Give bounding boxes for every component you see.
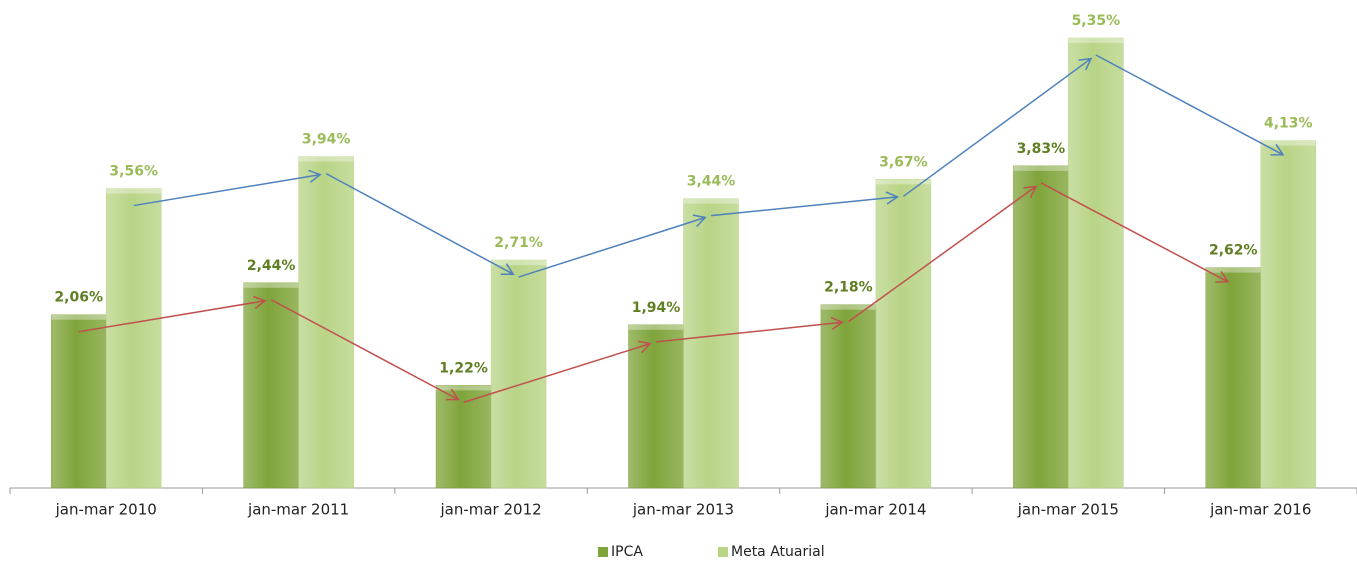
value-label: 1,94%: [632, 300, 681, 316]
bar-cap: [1260, 140, 1316, 146]
x-tick-label: jan-mar 2013: [632, 501, 734, 519]
bar: [1205, 267, 1262, 489]
trend-arrow: [847, 185, 1038, 323]
legend-swatch: [718, 547, 728, 557]
bar-cap: [683, 198, 739, 204]
x-tick-label: jan-mar 2011: [247, 501, 349, 519]
value-label: 3,56%: [109, 164, 158, 180]
trend-arrow: [518, 214, 707, 278]
x-tick-label: jan-mar 2016: [1209, 501, 1311, 519]
x-tick-label: jan-mar 2012: [439, 501, 541, 519]
value-label: 2,62%: [1209, 243, 1258, 259]
trend-arrow: [710, 191, 900, 217]
bar-cap: [1205, 267, 1261, 273]
legend-swatch: [598, 547, 608, 557]
trend-arrow: [133, 169, 322, 207]
value-label: 2,44%: [247, 258, 296, 274]
bar-cap: [1013, 165, 1069, 171]
bar-cap: [243, 282, 299, 288]
bar: [1013, 165, 1069, 489]
legend-label: IPCA: [611, 544, 643, 560]
trend-arrow: [325, 172, 515, 276]
trend-arrow: [270, 299, 460, 401]
trend-arrow: [655, 316, 845, 343]
bar-cap: [1068, 38, 1124, 43]
bar: [298, 156, 354, 489]
x-tick-label: jan-mar 2010: [55, 501, 157, 519]
value-label: 2,71%: [494, 235, 543, 251]
bar: [50, 314, 107, 489]
bar: [435, 385, 492, 489]
trend-arrow: [902, 57, 1093, 197]
bar: [105, 188, 162, 489]
bar: [820, 304, 877, 489]
bar-cap: [491, 260, 547, 266]
bar-cap: [436, 385, 492, 391]
trend-arrow: [78, 295, 267, 333]
bar-cap: [106, 188, 162, 194]
value-label: 3,67%: [879, 154, 928, 170]
value-label: 2,18%: [824, 280, 873, 296]
bar: [243, 282, 299, 489]
bar: [683, 198, 739, 489]
trend-arrow: [1040, 182, 1230, 283]
value-label: 3,94%: [302, 132, 351, 148]
value-label: 3,44%: [687, 174, 736, 190]
bar: [875, 179, 932, 489]
bar-cap: [875, 179, 931, 185]
legend-label: Meta Atuarial: [731, 544, 825, 560]
value-label: 1,22%: [439, 360, 488, 376]
trend-arrow: [1095, 54, 1285, 156]
bar-cap: [298, 156, 354, 162]
value-label: 2,06%: [54, 290, 103, 306]
bar: [490, 259, 547, 489]
x-tick-label: jan-mar 2015: [1017, 501, 1119, 519]
trend-arrow: [463, 340, 652, 404]
value-label: 5,35%: [1072, 13, 1121, 29]
value-label: 3,83%: [1017, 141, 1066, 157]
bar: [628, 324, 684, 489]
bar-cap: [820, 304, 876, 310]
bar: [1260, 140, 1317, 489]
x-tick-label: jan-mar 2014: [824, 501, 926, 519]
bar-cap: [628, 324, 684, 330]
bar-cap: [51, 314, 107, 320]
bar: [1068, 37, 1124, 489]
value-label: 4,13%: [1264, 116, 1313, 132]
